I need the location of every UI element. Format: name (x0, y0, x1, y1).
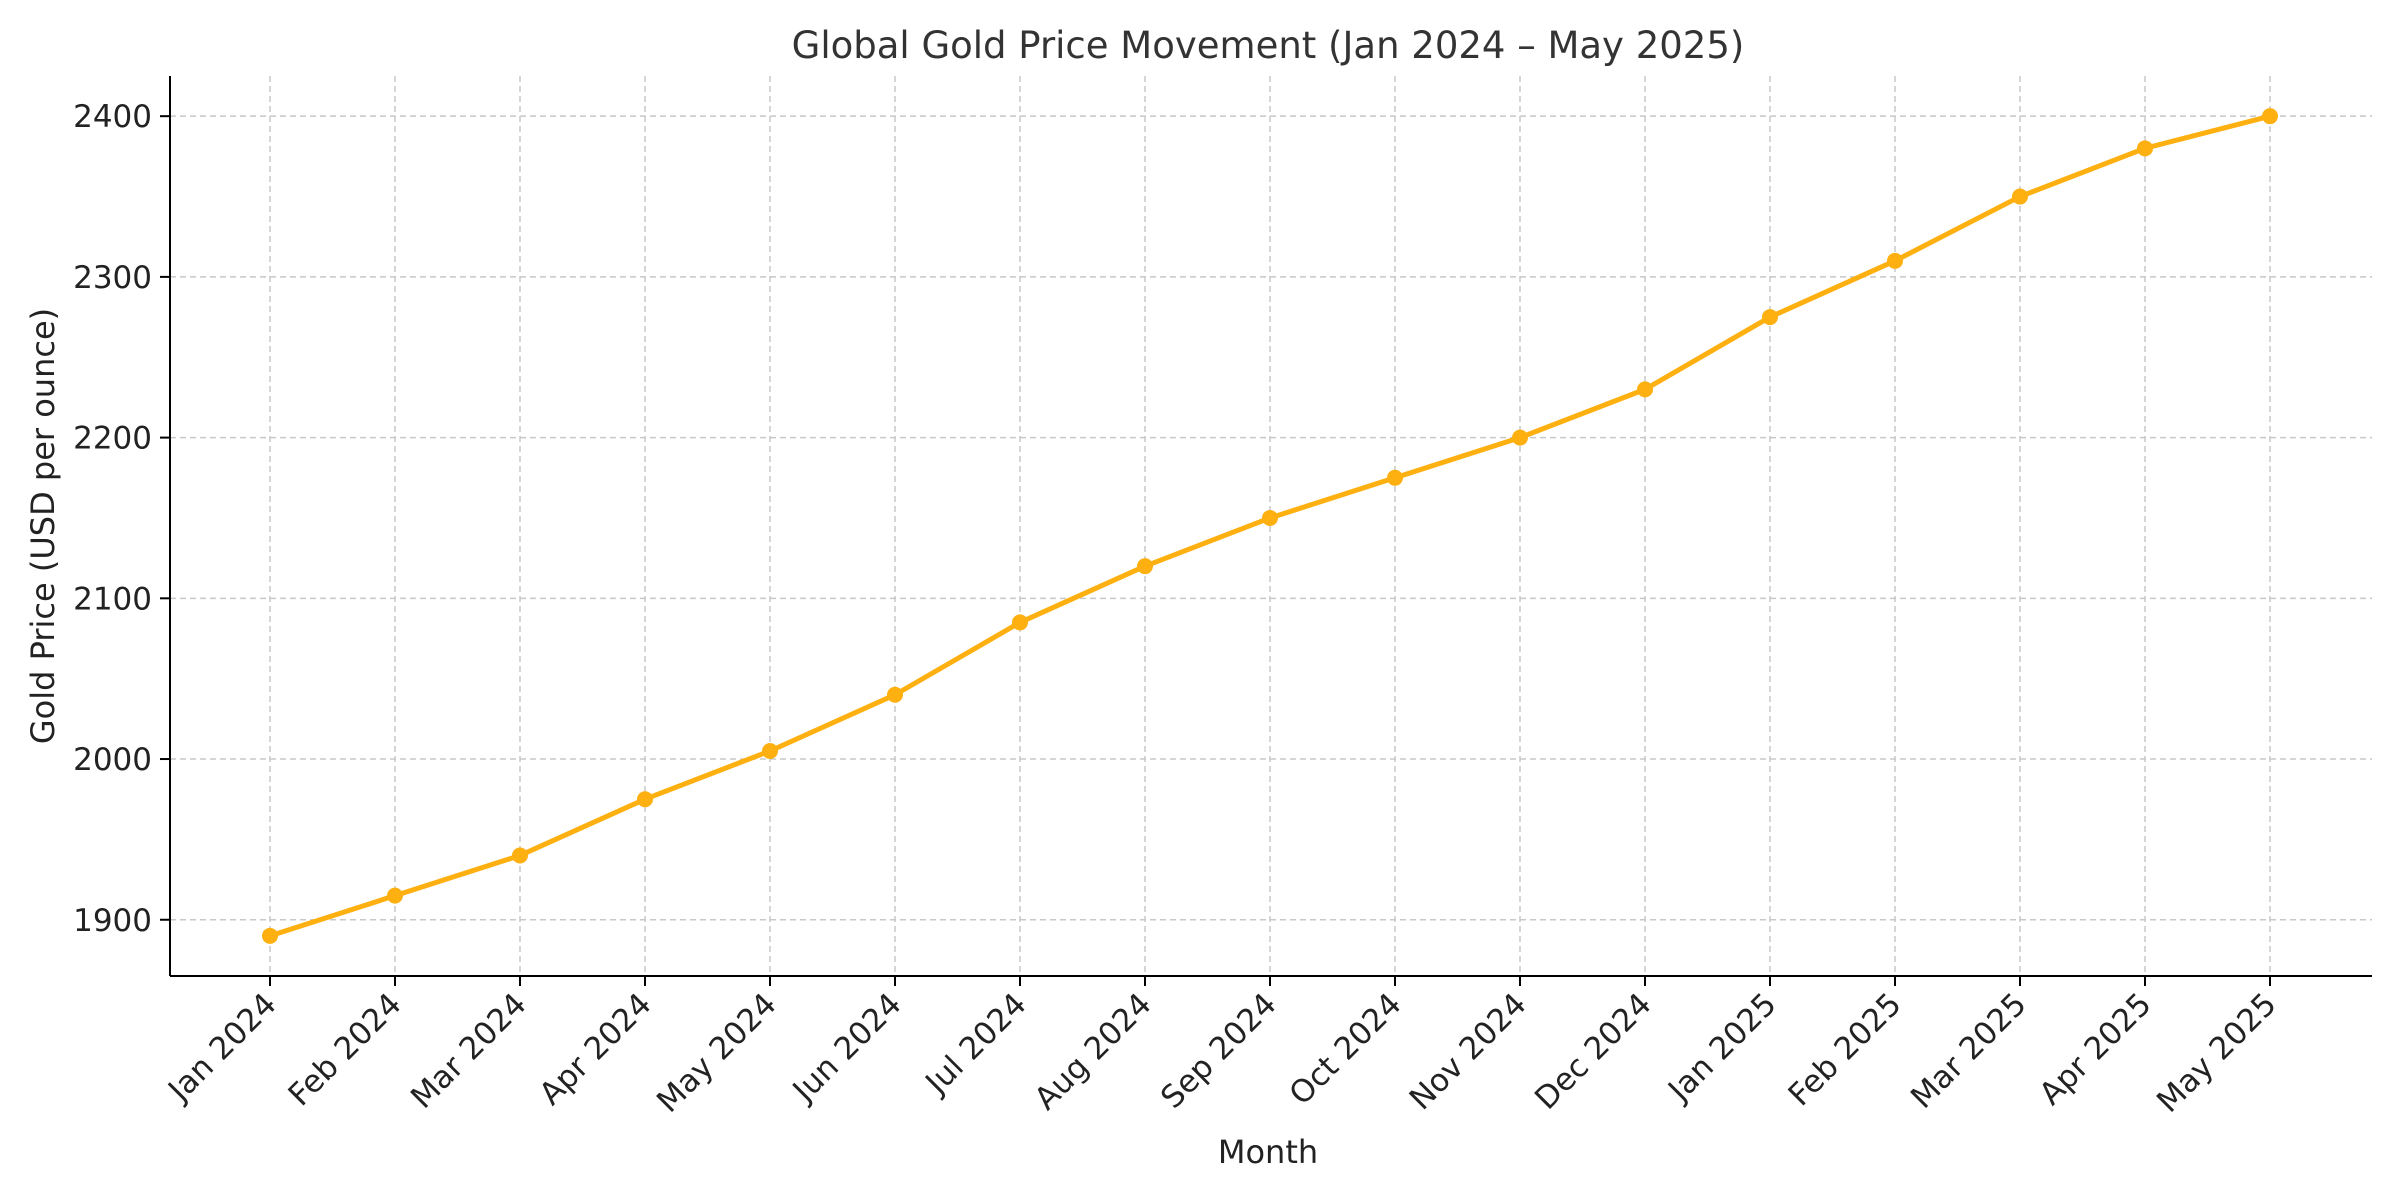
data-point (1262, 509, 1278, 526)
x-tick-label: Feb 2024 (282, 986, 409, 1113)
grid-layer (170, 76, 2372, 976)
chart-title: Global Gold Price Movement (Jan 2024 – M… (792, 24, 1745, 67)
y-tick-label: 2200 (73, 421, 152, 457)
data-point (262, 927, 278, 944)
data-point (1512, 429, 1528, 446)
data-point (1887, 252, 1903, 269)
x-tick-label: Apr 2024 (533, 986, 659, 1112)
data-point (762, 743, 778, 759)
data-point (2137, 140, 2153, 157)
axes-layer (169, 76, 2372, 977)
x-tick-label: May 2025 (2150, 986, 2284, 1120)
data-point (512, 847, 528, 864)
x-tick-label: Mar 2025 (1904, 986, 2034, 1116)
y-tick-label: 2000 (73, 742, 152, 778)
data-point (1137, 558, 1153, 575)
x-tick-label: Dec 2024 (1528, 986, 1659, 1117)
x-tick-label: Sep 2024 (1154, 986, 1284, 1116)
y-tick-label: 2300 (73, 260, 152, 296)
x-tick-label: Mar 2024 (404, 986, 534, 1116)
data-point (1762, 309, 1778, 326)
x-tick-label: May 2024 (650, 986, 784, 1120)
data-point (887, 686, 903, 703)
x-tick-label: Feb 2025 (1782, 986, 1909, 1113)
x-tick-label: Jan 2024 (160, 986, 283, 1109)
data-point (387, 887, 403, 904)
x-tick-label: Jun 2024 (785, 986, 909, 1110)
x-tick-label: Nov 2024 (1403, 986, 1534, 1117)
data-point (1637, 381, 1653, 398)
x-tick-label: Apr 2025 (2033, 986, 2159, 1112)
data-point (2262, 108, 2278, 125)
x-tick-label: Aug 2024 (1028, 986, 1159, 1117)
data-point (1387, 469, 1403, 486)
x-tick-label: Jan 2025 (1660, 986, 1783, 1109)
series-layer (262, 108, 2278, 944)
y-tick-label: 2100 (73, 581, 152, 617)
x-tick-label: Oct 2024 (1283, 986, 1409, 1112)
y-tick-label: 2400 (73, 99, 152, 135)
data-point (637, 791, 653, 808)
data-point (1012, 614, 1028, 631)
y-axis-label: Gold Price (USD per ounce) (24, 308, 62, 744)
data-point (2012, 188, 2028, 205)
y-tick-label: 1900 (73, 903, 152, 939)
x-tick-label: Jul 2024 (918, 986, 1034, 1102)
x-axis-label: Month (1218, 1133, 1318, 1171)
